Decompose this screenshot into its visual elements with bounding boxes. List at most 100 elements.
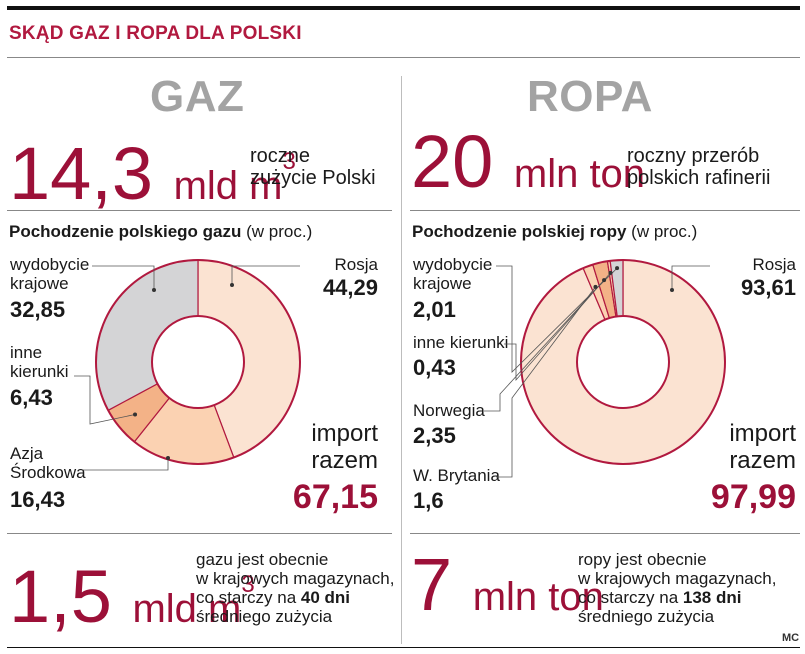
gas-storage-value: 1,5 bbox=[9, 555, 112, 638]
gas-label-inne-l1: inne bbox=[10, 343, 43, 362]
gas-label-inne-l2: kierunki bbox=[10, 362, 69, 381]
oil-value-wydobycie: 2,01 bbox=[413, 297, 456, 322]
oil-leader-wbrytania-dot bbox=[593, 284, 598, 289]
gas-label-wydobycie: wydobycie krajowe bbox=[10, 255, 89, 293]
oil-storage-desc-l2: w krajowych magazynach, bbox=[578, 569, 777, 588]
oil-leader-wydobycie-dot bbox=[615, 266, 620, 271]
headline: SKĄD GAZ I ROPA DLA POLSKI bbox=[9, 23, 302, 44]
oil-label-wydobycie-l2: krajowe bbox=[413, 274, 472, 293]
gas-storage-desc-l3-pre: co starczy na bbox=[196, 588, 301, 607]
oil-pie-title-main: Pochodzenie polskiej ropy bbox=[412, 222, 627, 241]
oil-label-wydobycie: wydobycie krajowe bbox=[413, 255, 492, 293]
gas-section-title: GAZ bbox=[150, 72, 245, 121]
oil-rule-1 bbox=[410, 210, 800, 211]
gas-label-inne: inne kierunki bbox=[10, 343, 69, 381]
oil-processing-desc: roczny przerób polskich rafinerii bbox=[627, 145, 770, 189]
gas-outer-ring bbox=[95, 259, 301, 465]
gas-import-label-l1: import bbox=[311, 420, 378, 447]
oil-leader-wbrytania bbox=[496, 286, 596, 478]
column-divider bbox=[401, 76, 402, 644]
oil-import-total: 97,99 bbox=[710, 478, 796, 516]
oil-value-rosja: 93,61 bbox=[740, 275, 796, 300]
oil-import-label: import razem bbox=[706, 420, 796, 474]
gas-storage-desc-l1: gazu jest obecnie bbox=[196, 550, 329, 569]
oil-storage-desc: ropy jest obecnie w krajowych magazynach… bbox=[578, 550, 776, 626]
oil-storage-figure: 7 mln ton bbox=[411, 548, 604, 634]
oil-outer-ring bbox=[520, 259, 726, 465]
oil-label-inne: inne kierunki bbox=[413, 333, 509, 352]
gas-pie-title-main: Pochodzenie polskiego gazu bbox=[9, 222, 242, 241]
oil-leader-inne bbox=[504, 272, 611, 382]
oil-import-label-l2: razem bbox=[729, 447, 796, 474]
gas-import-label-l2: razem bbox=[311, 447, 378, 474]
gas-consumption-value: 14,3 bbox=[9, 132, 154, 215]
bottom-rule bbox=[7, 647, 800, 648]
gas-storage-days: 40 dni bbox=[300, 588, 350, 607]
gas-value-azja: 16,43 bbox=[10, 487, 66, 512]
oil-leader-rosja bbox=[671, 265, 710, 290]
oil-label-wydobycie-l1: wydobycie bbox=[413, 255, 493, 274]
oil-value-wbrytania: 1,6 bbox=[413, 488, 444, 513]
oil-processing-unit: mln ton bbox=[513, 152, 646, 196]
gas-consumption-figure: 14,3 mld m3 bbox=[9, 125, 296, 223]
oil-value-norwegia: 2,35 bbox=[413, 423, 456, 448]
oil-section-title: ROPA bbox=[527, 72, 653, 121]
oil-storage-desc-l4: średniego zużycia bbox=[578, 607, 715, 626]
gas-label-wydobycie-l2: krajowe bbox=[10, 274, 69, 293]
gas-consumption-desc: roczne zużycie Polski bbox=[250, 145, 376, 189]
gas-value-inne: 6,43 bbox=[10, 385, 53, 410]
oil-hole bbox=[576, 315, 670, 409]
gas-label-wydobycie-l1: wydobycie bbox=[10, 255, 90, 274]
gas-leader-azja-dot bbox=[166, 456, 170, 460]
gas-value-wydobycie: 32,85 bbox=[10, 297, 66, 322]
gas-label-azja-l2: Środkowa bbox=[10, 463, 86, 482]
oil-pie-title-note: (w proc.) bbox=[631, 222, 698, 241]
gas-leader-rosja bbox=[231, 265, 300, 285]
oil-leader-rosja-dot bbox=[670, 288, 674, 292]
gas-leader-wydobycie bbox=[92, 265, 155, 290]
gas-storage-desc-l4: średniego zużycia bbox=[196, 607, 333, 626]
gas-storage-desc-l2: w krajowych magazynach, bbox=[196, 569, 395, 588]
oil-leader-inne-dot bbox=[608, 270, 613, 275]
oil-label-rosja: Rosja bbox=[752, 255, 796, 274]
oil-storage-days: 138 dni bbox=[682, 588, 742, 607]
gas-import-label: import razem bbox=[290, 420, 378, 474]
oil-processing-desc-line2: polskich rafinerii bbox=[627, 167, 771, 189]
gas-leader-wydobycie-dot bbox=[152, 288, 156, 292]
gas-label-azja-l1: Azja bbox=[10, 444, 44, 463]
oil-storage-value: 7 bbox=[411, 543, 453, 626]
oil-label-wbrytania: W. Brytania bbox=[413, 466, 500, 485]
oil-import-label-l1: import bbox=[729, 420, 796, 447]
gas-leader-inne bbox=[74, 375, 136, 425]
oil-rule-2 bbox=[410, 533, 800, 534]
gas-value-rosja: 44,29 bbox=[322, 275, 378, 300]
gas-import-total: 67,15 bbox=[292, 478, 378, 516]
gas-donut-chart bbox=[95, 259, 301, 465]
oil-storage-desc-l3: co starczy na 138 dni bbox=[578, 588, 776, 607]
gas-consumption-desc-line1: roczne bbox=[250, 145, 311, 167]
oil-storage-desc-l1: ropy jest obecnie bbox=[578, 550, 707, 569]
oil-storage-desc-l3-pre: co starczy na bbox=[578, 588, 683, 607]
oil-processing-desc-line1: roczny przerób bbox=[627, 145, 760, 167]
oil-label-norwegia: Norwegia bbox=[413, 401, 485, 420]
top-rule bbox=[7, 6, 800, 10]
credit: MC bbox=[782, 632, 800, 644]
gas-rule-2 bbox=[7, 533, 392, 534]
gas-storage-unit-sup: 3 bbox=[241, 571, 255, 598]
gas-rule-1 bbox=[7, 210, 392, 211]
gas-storage-desc: gazu jest obecnie w krajowych magazynach… bbox=[196, 550, 394, 626]
gas-consumption-unit-sup: 3 bbox=[282, 148, 296, 175]
oil-leader-norwegia bbox=[484, 279, 605, 412]
oil-processing-value: 20 bbox=[411, 120, 494, 203]
oil-leader-wydobycie bbox=[496, 265, 618, 373]
gas-storage-unit: mld m bbox=[132, 587, 242, 631]
gas-hole bbox=[151, 315, 245, 409]
header-rule bbox=[7, 57, 800, 58]
gas-label-azja: Azja Środkowa bbox=[10, 444, 86, 482]
gas-pie-title: Pochodzenie polskiego gazu (w proc.) bbox=[9, 222, 312, 242]
gas-leader-rosja-dot bbox=[230, 283, 234, 287]
gas-leader-azja bbox=[82, 458, 169, 471]
gas-consumption-unit: mld m bbox=[173, 164, 283, 208]
leader-lines bbox=[74, 265, 710, 478]
